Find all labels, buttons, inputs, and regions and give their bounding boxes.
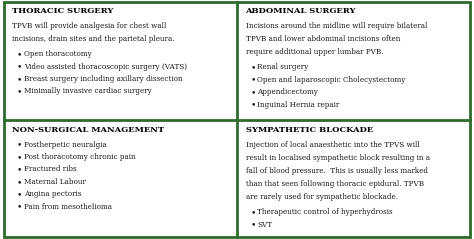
Text: than that seen following thoracic epidural. TPVB: than that seen following thoracic epidur… — [246, 180, 424, 188]
Text: •: • — [17, 203, 22, 212]
Text: Therapeutic control of hyperhydrosis: Therapeutic control of hyperhydrosis — [257, 208, 393, 216]
Text: •: • — [250, 76, 255, 85]
Text: Fractured ribs: Fractured ribs — [24, 165, 77, 173]
Text: •: • — [250, 63, 255, 72]
Text: Minimally invasive cardiac surgery: Minimally invasive cardiac surgery — [24, 87, 152, 95]
Text: •: • — [17, 75, 22, 84]
Text: •: • — [250, 208, 255, 217]
Text: Postherpetic neuralgia: Postherpetic neuralgia — [24, 141, 107, 148]
Text: Open and laparoscopic Cholecystectomy: Open and laparoscopic Cholecystectomy — [257, 76, 406, 84]
Text: •: • — [17, 165, 22, 174]
Text: Open thoracotomy: Open thoracotomy — [24, 50, 92, 58]
Text: Inguinal Hernia repair: Inguinal Hernia repair — [257, 101, 340, 109]
Text: •: • — [17, 190, 22, 199]
Text: •: • — [17, 87, 22, 97]
Text: •: • — [17, 153, 22, 162]
Text: Breast surgery including axillary dissection: Breast surgery including axillary dissec… — [24, 75, 183, 83]
Text: •: • — [250, 88, 255, 97]
Text: •: • — [17, 141, 22, 150]
Text: NON-SURGICAL MANAGEMENT: NON-SURGICAL MANAGEMENT — [12, 126, 164, 134]
Text: •: • — [250, 221, 255, 230]
Text: Angina pectoris: Angina pectoris — [24, 190, 82, 198]
Text: Video assisted thoracoscopic surgery (VATS): Video assisted thoracoscopic surgery (VA… — [24, 63, 187, 71]
Text: ABDOMINAL SURGERY: ABDOMINAL SURGERY — [246, 7, 356, 15]
Text: THORACIC SURGERY: THORACIC SURGERY — [12, 7, 114, 15]
Text: incisions, drain sites and the parietal pleura.: incisions, drain sites and the parietal … — [12, 35, 175, 43]
Text: Pain from mesothelioma: Pain from mesothelioma — [24, 203, 112, 211]
Text: fall of blood pressure.  This is usually less marked: fall of blood pressure. This is usually … — [246, 167, 428, 175]
Text: •: • — [17, 63, 22, 72]
Text: •: • — [17, 50, 22, 59]
Text: require additional upper lumbar PVB.: require additional upper lumbar PVB. — [246, 48, 383, 56]
Text: Appendicectomy: Appendicectomy — [257, 88, 318, 96]
Text: Renal surgery: Renal surgery — [257, 63, 309, 71]
Text: Incisions around the midline will require bilateral: Incisions around the midline will requir… — [246, 22, 427, 30]
Text: are rarely used for sympathetic blockade.: are rarely used for sympathetic blockade… — [246, 193, 398, 201]
Text: Post thoracotomy chronic pain: Post thoracotomy chronic pain — [24, 153, 136, 161]
Text: Maternal Labour: Maternal Labour — [24, 178, 86, 186]
Text: TPVB will provide analgesia for chest wall: TPVB will provide analgesia for chest wa… — [12, 22, 167, 30]
Text: SYMPATHETIC BLOCKADE: SYMPATHETIC BLOCKADE — [246, 126, 373, 134]
Text: •: • — [17, 178, 22, 187]
Text: result in localised sympathetic block resulting in a: result in localised sympathetic block re… — [246, 154, 429, 162]
Text: •: • — [250, 101, 255, 110]
Text: TPVB and lower abdominal incisions often: TPVB and lower abdominal incisions often — [246, 35, 400, 43]
Text: Injection of local anaesthetic into the TPVS will: Injection of local anaesthetic into the … — [246, 141, 419, 148]
Text: SVT: SVT — [257, 221, 273, 228]
